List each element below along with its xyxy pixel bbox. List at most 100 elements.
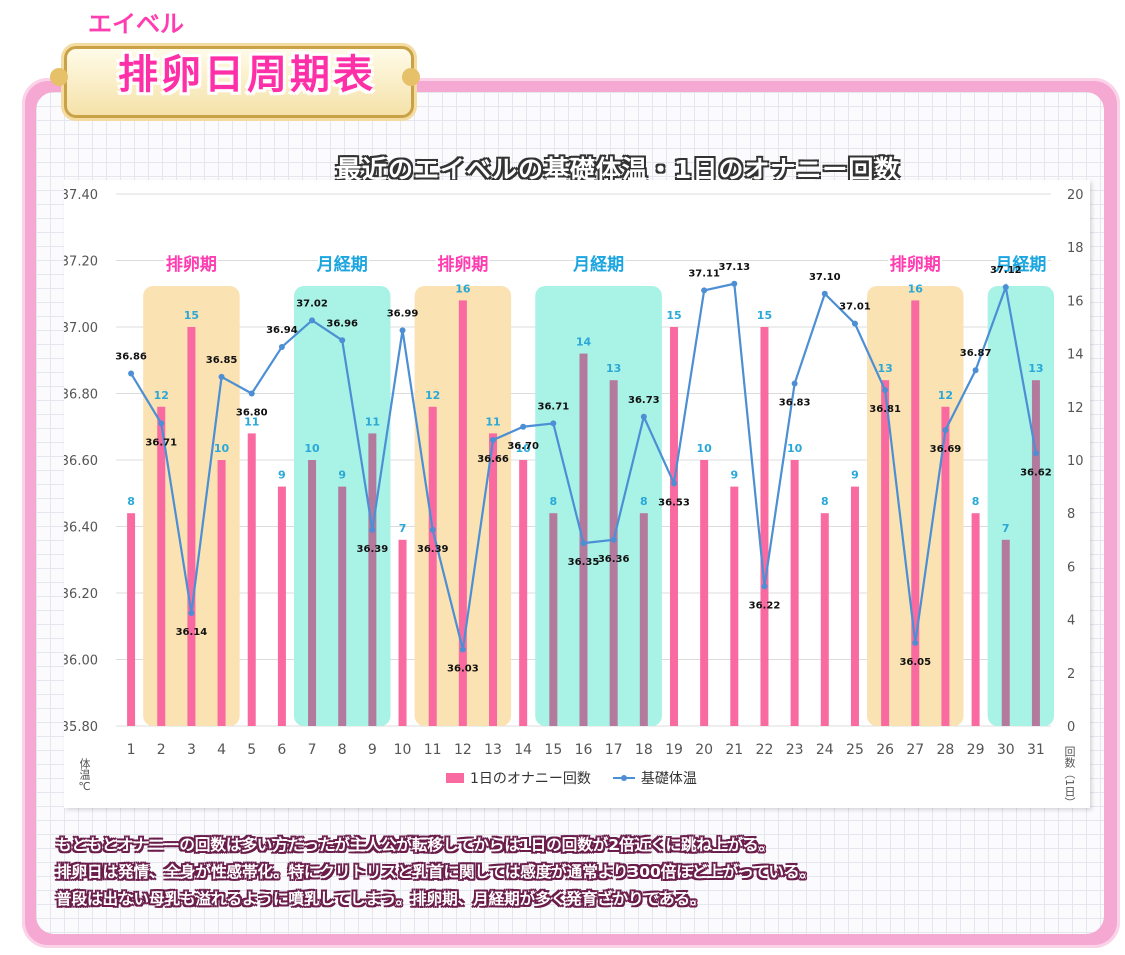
- brand-name: エイベル: [88, 10, 184, 38]
- temperature-point: [791, 380, 798, 387]
- title-plate: [50, 38, 420, 118]
- temperature-data-label: 37.12: [990, 265, 1022, 276]
- x-tick-label: 30: [997, 742, 1015, 758]
- y-right-tick-label: 18: [1067, 241, 1084, 256]
- phase-label-menses: 月経期: [316, 254, 368, 275]
- temperature-point: [128, 370, 135, 377]
- x-tick-label: 25: [846, 742, 864, 758]
- temperature-data-label: 36.03: [447, 664, 479, 675]
- legend-item-line: 基礎体温: [612, 768, 697, 788]
- x-tick-label: 20: [695, 742, 713, 758]
- bar-data-label: 15: [666, 309, 681, 322]
- bar: [489, 433, 498, 726]
- bar-data-label: 8: [550, 495, 558, 508]
- temperature-point: [821, 290, 828, 297]
- temperature-data-label: 36.39: [417, 544, 449, 555]
- bar: [398, 539, 407, 726]
- x-tick-label: 3: [187, 742, 196, 758]
- y-left-tick-label: 37.00: [64, 321, 98, 336]
- phase-label-menses: 月経期: [994, 254, 1046, 275]
- phase-band-menses: [535, 286, 662, 726]
- temperature-data-label: 36.87: [960, 348, 992, 359]
- x-tick-label: 16: [575, 742, 593, 758]
- temperature-data-label: 36.99: [387, 308, 419, 319]
- x-tick-label: 27: [906, 742, 924, 758]
- temperature-point: [942, 427, 949, 434]
- bar: [549, 513, 558, 726]
- phase-band-menses: [987, 286, 1055, 726]
- x-tick-label: 31: [1027, 742, 1045, 758]
- temperature-point: [761, 583, 768, 590]
- y-left-tick-label: 36.00: [64, 654, 98, 669]
- legend-bar-swatch: [446, 773, 464, 783]
- bar-data-label: 15: [184, 309, 199, 322]
- bar-data-label: 9: [851, 469, 859, 482]
- bar-data-label: 11: [244, 415, 259, 428]
- temperature-point: [278, 343, 285, 350]
- x-tick-label: 11: [424, 742, 442, 758]
- temperature-data-label: 37.02: [296, 298, 328, 309]
- temperature-data-label: 36.96: [326, 318, 358, 329]
- temperature-data-label: 36.70: [507, 441, 539, 452]
- chart-title: 最近のエイベルの基礎体温・1日のオナニー回数: [336, 155, 901, 184]
- x-tick-label: 18: [635, 742, 653, 758]
- bar-data-label: 7: [1002, 522, 1010, 535]
- temperature-data-label: 36.66: [477, 454, 509, 465]
- bar-data-label: 10: [304, 442, 320, 455]
- bar: [609, 380, 618, 726]
- y-right-tick-label: 8: [1067, 507, 1075, 522]
- y-right-tick-label: 2: [1067, 667, 1075, 682]
- bar: [971, 513, 980, 726]
- temperature-point: [520, 423, 527, 430]
- right-axis-unit: 回数（1日）: [1063, 746, 1076, 808]
- bar: [639, 513, 648, 726]
- temperature-point: [610, 536, 617, 543]
- bar-data-label: 7: [399, 522, 407, 535]
- temperature-point: [459, 646, 466, 653]
- description: もともとオナニーの回数は多い方だったが主人公が転移してからは1日の回数が2倍近く…: [56, 832, 1076, 913]
- temperature-data-label: 36.94: [266, 325, 298, 336]
- bar-data-label: 8: [640, 495, 648, 508]
- temperature-data-label: 36.83: [779, 398, 811, 409]
- temperature-data-label: 36.14: [176, 627, 208, 638]
- bar-data-label: 10: [787, 442, 803, 455]
- y-right-tick-label: 14: [1067, 348, 1084, 363]
- temperature-data-label: 36.85: [206, 355, 238, 366]
- temperature-data-label: 36.53: [658, 497, 690, 508]
- bar: [700, 460, 709, 726]
- x-tick-label: 4: [217, 742, 226, 758]
- bar: [850, 486, 859, 726]
- description-line: 普段は出ない母乳も溢れるように噴乳してしまう。排卵期、月経期が多く発育ざかりであ…: [56, 890, 706, 908]
- x-tick-label: 23: [786, 742, 804, 758]
- temperature-point: [580, 540, 587, 547]
- bar: [247, 433, 256, 726]
- bar-data-label: 10: [516, 442, 532, 455]
- bar-data-label: 16: [455, 282, 471, 295]
- bar-data-label: 9: [338, 469, 346, 482]
- bar: [820, 513, 829, 726]
- bar: [277, 486, 286, 726]
- legend-line-swatch: [612, 775, 635, 781]
- bar: [127, 513, 136, 726]
- temperature-point: [218, 373, 225, 380]
- y-right-tick-label: 6: [1067, 560, 1075, 575]
- legend-item-bars: 1日のオナニー回数: [446, 768, 591, 788]
- temperature-data-label: 36.86: [115, 352, 147, 363]
- temperature-data-label: 37.10: [809, 272, 841, 283]
- temperature-data-label: 37.13: [718, 262, 750, 273]
- temperature-point: [429, 526, 436, 533]
- temperature-point: [309, 317, 316, 324]
- x-tick-label: 10: [394, 742, 412, 758]
- bar-data-label: 10: [214, 442, 230, 455]
- bar-data-label: 8: [972, 495, 980, 508]
- bar: [217, 460, 226, 726]
- temperature-point: [158, 420, 165, 427]
- x-tick-label: 13: [484, 742, 502, 758]
- ornament-left: [50, 68, 68, 86]
- bar: [790, 460, 799, 726]
- bar: [308, 460, 317, 726]
- x-tick-label: 9: [368, 742, 377, 758]
- x-tick-label: 22: [756, 742, 774, 758]
- x-tick-label: 14: [514, 742, 532, 758]
- y-left-tick-label: 36.20: [64, 587, 98, 602]
